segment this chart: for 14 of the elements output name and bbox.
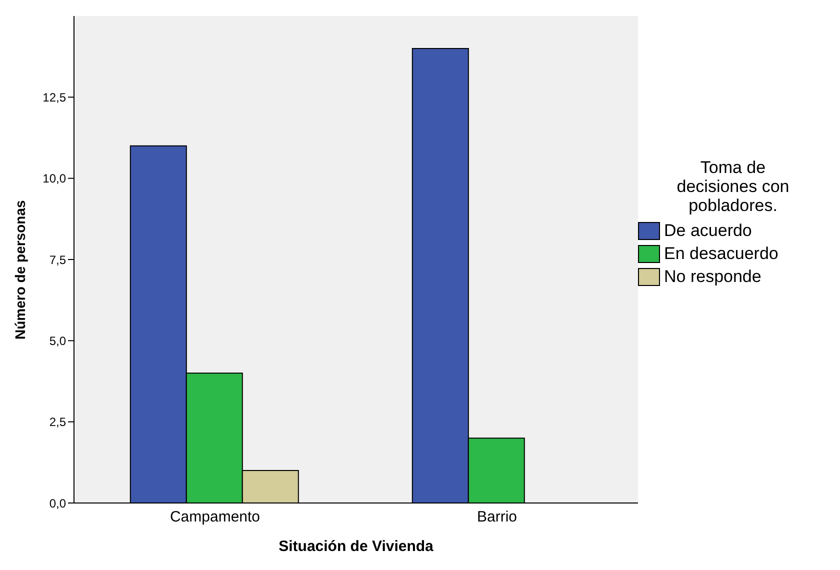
y-tick-label: 12,5 <box>42 90 66 104</box>
legend-label: De acuerdo <box>664 220 752 240</box>
x-tick-label: Barrio <box>476 508 518 526</box>
x-tick-label: Campamento <box>170 508 260 526</box>
legend-title: Toma de decisiones con pobladores. <box>676 158 790 215</box>
legend-label: No responde <box>664 266 762 286</box>
y-axis-title: Número de personas <box>12 200 28 340</box>
y-tick-label: 2,5 <box>49 415 66 430</box>
y-tick-label: 7,5 <box>49 252 66 267</box>
y-tick-label: 10,0 <box>42 172 66 186</box>
x-axis-title: Situación de Vivienda <box>278 538 434 555</box>
y-tick-label: 5,0 <box>49 334 66 348</box>
legend-label: En desacuerdo <box>664 244 778 264</box>
y-tick-label: 0,0 <box>49 496 66 510</box>
